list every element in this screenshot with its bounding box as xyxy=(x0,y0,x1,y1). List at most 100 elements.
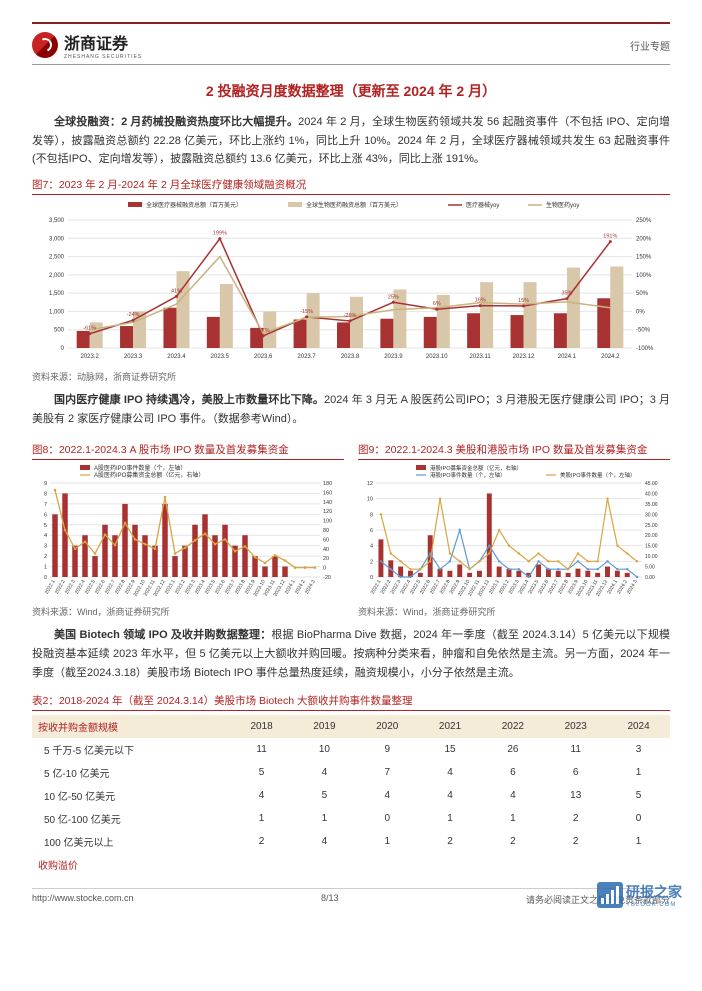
table2: 按收并购金额规模2018201920202021202220232024 5 千… xyxy=(32,715,670,876)
svg-text:6%: 6% xyxy=(433,301,441,307)
svg-text:8: 8 xyxy=(44,492,47,498)
svg-text:2023.12: 2023.12 xyxy=(513,354,535,360)
svg-text:生物医药yoy: 生物医药yoy xyxy=(546,201,579,209)
svg-text:-100%: -100% xyxy=(636,346,654,352)
svg-text:全球生物医药融资总额（百万美元）: 全球生物医药融资总额（百万美元） xyxy=(306,201,402,209)
svg-text:9: 9 xyxy=(44,481,47,487)
svg-text:7: 7 xyxy=(44,502,47,508)
svg-text:5.00: 5.00 xyxy=(645,565,655,571)
svg-text:1: 1 xyxy=(44,565,47,571)
svg-text:2023.5: 2023.5 xyxy=(211,354,230,360)
svg-text:医疗器械yoy: 医疗器械yoy xyxy=(466,201,499,209)
footer-page: 8/13 xyxy=(321,893,339,906)
table-row: 5 亿-10 亿美元5474661 xyxy=(32,761,670,784)
watermark-icon xyxy=(597,882,623,908)
svg-text:0%: 0% xyxy=(636,309,645,315)
logo-en: ZHESHANG SECURITIES xyxy=(64,54,142,60)
svg-text:100: 100 xyxy=(323,519,332,525)
svg-text:港股IPO事件数量（个，左轴）: 港股IPO事件数量（个，左轴） xyxy=(430,471,505,479)
watermark-cn: 研报之家 xyxy=(626,882,682,902)
svg-text:2023.7: 2023.7 xyxy=(297,354,316,360)
table-row: 收购溢价 xyxy=(32,853,670,876)
svg-text:30.00: 30.00 xyxy=(645,513,658,519)
svg-text:-15%: -15% xyxy=(300,309,313,315)
table-year: 2020 xyxy=(356,715,419,738)
svg-text:15.00: 15.00 xyxy=(645,544,658,550)
svg-text:A股医药IPO募集资金总额（亿元，右轴）: A股医药IPO募集资金总额（亿元，右轴） xyxy=(94,471,204,479)
header-right: 行业专题 xyxy=(630,38,670,53)
svg-text:2024.2: 2024.2 xyxy=(601,354,620,360)
svg-text:-24%: -24% xyxy=(127,312,140,318)
svg-text:10: 10 xyxy=(367,497,373,503)
chart7-box: 全球医疗器械融资总额（百万美元）全球生物医药融资总额（百万美元）医疗器械yoy生… xyxy=(32,198,670,368)
svg-text:8: 8 xyxy=(370,513,373,519)
logo-icon xyxy=(32,32,58,58)
svg-text:2: 2 xyxy=(44,555,47,561)
svg-text:0.00: 0.00 xyxy=(645,575,655,581)
svg-text:4: 4 xyxy=(370,544,373,550)
table-year: 2024 xyxy=(607,715,670,738)
chart8-source: 资料来源：Wind，浙商证券研究所 xyxy=(32,605,344,618)
svg-text:2023.2: 2023.2 xyxy=(81,354,100,360)
svg-text:40: 40 xyxy=(323,547,329,553)
svg-text:3: 3 xyxy=(44,544,47,550)
svg-text:2: 2 xyxy=(370,560,373,566)
svg-text:40.00: 40.00 xyxy=(645,492,658,498)
svg-text:35.00: 35.00 xyxy=(645,502,658,508)
svg-text:10.00: 10.00 xyxy=(645,555,658,561)
svg-text:20.00: 20.00 xyxy=(645,534,658,540)
svg-text:199%: 199% xyxy=(213,231,227,237)
svg-text:-67%: -67% xyxy=(257,328,270,334)
svg-text:2024.3: 2024.3 xyxy=(626,579,639,595)
svg-text:3,500: 3,500 xyxy=(49,218,65,224)
svg-text:191%: 191% xyxy=(603,234,617,240)
chart7-title: 图7：2023 年 2 月-2024 年 2 月全球医疗健康领域融资概况 xyxy=(32,177,670,195)
svg-text:3,000: 3,000 xyxy=(49,236,65,242)
svg-text:港股IPO募集资金总额（亿元，右轴）: 港股IPO募集资金总额（亿元，右轴） xyxy=(430,464,522,472)
chart8-box: A股医药IPO事件数量（个，左轴）A股医药IPO募集资金总额（亿元，右轴）012… xyxy=(32,463,344,603)
logo-cn: 浙商证券 xyxy=(64,30,142,54)
svg-text:80: 80 xyxy=(323,528,329,534)
svg-text:2023.3: 2023.3 xyxy=(124,354,143,360)
table-row: 50 亿-100 亿美元1101120 xyxy=(32,807,670,830)
table-year: 2021 xyxy=(419,715,482,738)
table2-title: 表2：2018-2024 年（截至 2024.3.14）美股市场 Biotech… xyxy=(32,693,670,711)
svg-text:160: 160 xyxy=(323,491,332,497)
svg-text:2024.3: 2024.3 xyxy=(304,579,317,595)
svg-text:35%: 35% xyxy=(561,291,572,297)
para-3: 美国 Biotech 领域 IPO 及收并购数据整理：根据 BioPharma … xyxy=(32,626,670,682)
svg-text:6: 6 xyxy=(44,513,47,519)
svg-text:12: 12 xyxy=(367,481,373,487)
para-2: 国内医疗健康 IPO 持续遇冷，美股上市数量环比下降。2024 年 3 月无 A… xyxy=(32,391,670,428)
svg-text:150%: 150% xyxy=(636,255,652,261)
svg-text:5: 5 xyxy=(44,523,47,529)
footer: http://www.stocke.com.cn 8/13 请务必阅读正文之后的… xyxy=(32,888,670,906)
svg-text:1,000: 1,000 xyxy=(49,309,65,315)
svg-text:25%: 25% xyxy=(388,294,399,300)
svg-text:500: 500 xyxy=(54,328,65,334)
svg-text:45.00: 45.00 xyxy=(645,481,658,487)
logo-area: 浙商证券 ZHESHANG SECURITIES xyxy=(32,30,142,60)
svg-text:15%: 15% xyxy=(518,298,529,304)
table-row: 5 千万-5 亿美元以下111091526113 xyxy=(32,738,670,761)
section-title: 2 投融资月度数据整理（更新至 2024 年 2 月） xyxy=(32,81,670,101)
chart9-box: 港股IPO募集资金总额（亿元，右轴）港股IPO事件数量（个，左轴） 美股IPO事件… xyxy=(358,463,670,603)
svg-text:0: 0 xyxy=(323,566,326,572)
svg-text:-20: -20 xyxy=(323,575,331,581)
svg-text:-50%: -50% xyxy=(636,328,651,334)
footer-url: http://www.stocke.com.cn xyxy=(32,893,134,906)
svg-text:美股IPO事件数量（个，左轴）: 美股IPO事件数量（个，左轴） xyxy=(560,471,635,479)
svg-text:-61%: -61% xyxy=(83,326,96,332)
svg-text:180: 180 xyxy=(323,481,332,487)
svg-text:16%: 16% xyxy=(475,298,486,304)
svg-text:1,500: 1,500 xyxy=(49,291,65,297)
chart9-title: 图9：2022.1-2024.3 美股和港股市场 IPO 数量及首发募集资金 xyxy=(358,442,670,460)
top-line xyxy=(32,22,670,24)
header: 浙商证券 ZHESHANG SECURITIES 行业专题 xyxy=(32,30,670,65)
para-1: 全球投融资：2 月药械投融资热度环比大幅提升。2024 年 2 月，全球生物医药… xyxy=(32,113,670,169)
svg-text:250%: 250% xyxy=(636,218,652,224)
svg-text:2023.11: 2023.11 xyxy=(470,354,492,360)
watermark: 研报之家 YBLOOK.COM xyxy=(597,882,682,908)
table-year: 2022 xyxy=(481,715,544,738)
svg-text:-26%: -26% xyxy=(344,313,357,319)
